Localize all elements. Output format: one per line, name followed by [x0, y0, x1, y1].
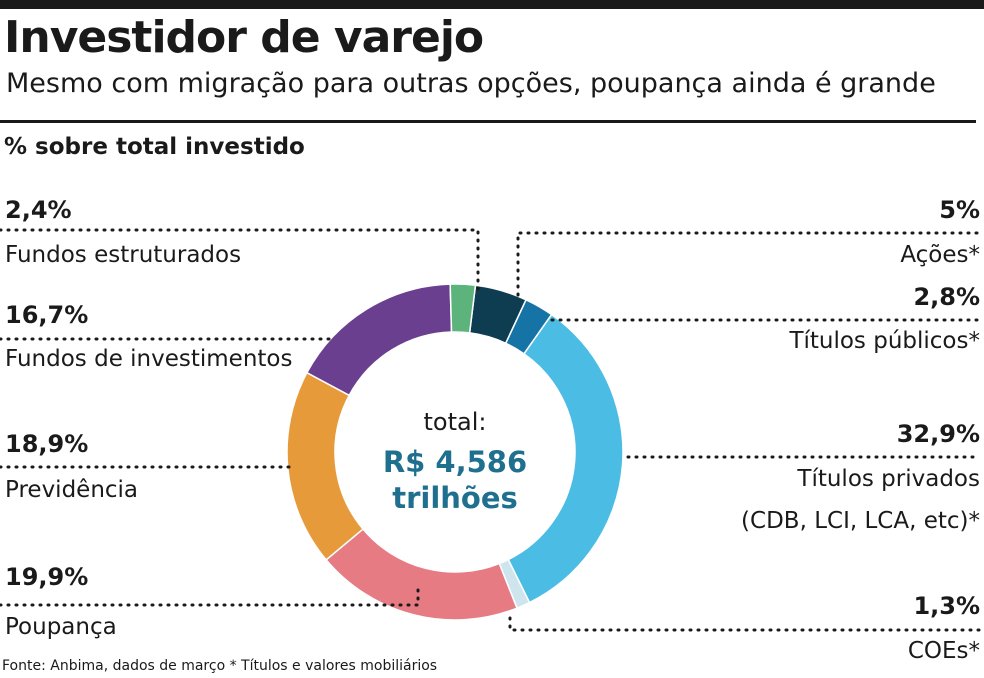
- slice-value-label: 32,9%: [897, 420, 980, 448]
- leader-line: [508, 616, 982, 632]
- leader-line: [516, 231, 982, 297]
- slice-category-label: Fundos de investimentos: [5, 346, 292, 372]
- header-rule: [0, 120, 976, 123]
- slice-value-label: 18,9%: [5, 430, 88, 458]
- donut-slice: [507, 313, 624, 604]
- donut-slices: [286, 283, 624, 621]
- leader-line: [0, 228, 480, 294]
- slice-category-label: Fundos estruturados: [5, 242, 241, 268]
- chart-title: Investidor de varejo: [4, 12, 484, 63]
- donut-slice: [286, 371, 365, 561]
- leader-line: [0, 586, 420, 607]
- slice-category-label: Títulos públicos*: [788, 328, 980, 354]
- leader-lines: [0, 228, 982, 632]
- center-label-total: R$ 4,586: [383, 445, 527, 479]
- center-label: total: R$ 4,586 trilhões: [383, 408, 527, 515]
- slice-value-label: 2,4%: [5, 196, 72, 224]
- chart-subtitle: Mesmo com migração para outras opções, p…: [6, 68, 936, 99]
- slice-category-label: Ações*: [900, 242, 980, 268]
- slice-category-label: Poupança: [5, 614, 117, 640]
- unit-label: % sobre total investido: [4, 134, 305, 160]
- donut-slice: [449, 283, 477, 334]
- source-note: Fonte: Anbima, dados de março * Títulos …: [2, 658, 438, 674]
- slice-labels: 5% Ações* 2,8% Títulos públicos* 32,9% Título…: [5, 196, 980, 664]
- slice-value-label: 2,8%: [913, 283, 980, 311]
- slice-category-label: COEs*: [908, 638, 980, 664]
- slice-value-label: 5%: [939, 196, 980, 224]
- donut-slice: [325, 527, 518, 621]
- center-label-line1: total:: [424, 408, 487, 436]
- slice-category-label-line2: (CDB, LCI, LCA, etc)*: [741, 508, 980, 534]
- top-bar: [0, 0, 984, 9]
- slice-value-label: 16,7%: [5, 301, 88, 329]
- slice-category-label: Previdência: [5, 477, 138, 503]
- slice-value-label: 19,9%: [5, 563, 88, 591]
- slice-value-label: 1,3%: [913, 592, 980, 620]
- slice-category-label: Títulos privados: [796, 466, 980, 492]
- center-label-unit: trilhões: [392, 481, 518, 515]
